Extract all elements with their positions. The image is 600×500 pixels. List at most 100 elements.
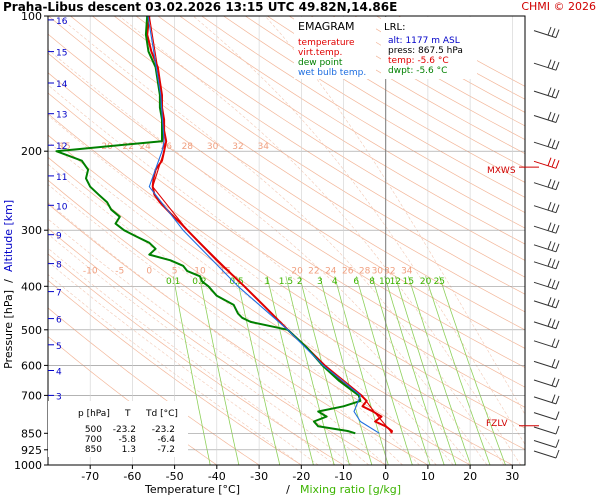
altitude-tick-label: 6 — [56, 316, 62, 326]
x-tick-label: -40 — [208, 470, 226, 483]
x-tick-label: -60 — [123, 470, 141, 483]
wind-barb-feather — [547, 201, 552, 211]
x-tick-label: 0 — [382, 470, 389, 483]
table-row-t: -23.2 — [113, 425, 136, 435]
wind-barb — [533, 425, 560, 435]
wind-barb — [533, 377, 560, 388]
table-row-td: -23.2 — [152, 425, 175, 435]
y-tick-label: 300 — [21, 224, 42, 237]
chart-title: Praha-Libus descent 03.02.2026 13:15 UTC… — [3, 0, 398, 14]
wind-barb — [533, 138, 560, 150]
table-row-p: 500 — [85, 425, 102, 435]
dry-adiabat-line — [135, 16, 525, 261]
x-tick-label: 30 — [505, 470, 519, 483]
wind-barb-feather — [547, 26, 552, 36]
theta-label: 5 — [172, 267, 178, 277]
wind-barb-staff — [533, 300, 557, 309]
mxws-label: MXWS — [487, 166, 516, 176]
mixing-ratio-label: 3 — [317, 277, 323, 287]
altitude-tick-label: 14 — [56, 80, 68, 90]
wind-barb-staff — [533, 426, 557, 435]
x-axis-title-sep: / — [286, 483, 290, 496]
theta-label: 28 — [182, 142, 194, 152]
y-axis-title-sep: / — [2, 279, 15, 283]
wind-barb-feather — [551, 139, 556, 149]
isobars — [48, 16, 525, 465]
altitude-tick-label: 4 — [56, 368, 62, 378]
y-tick-label: 925 — [21, 444, 42, 457]
theta-label: 22 — [122, 142, 133, 152]
theta-label: 20 — [291, 267, 303, 277]
wind-barb-staff — [533, 321, 557, 330]
wind-barb-feather — [555, 320, 560, 330]
wind-barb — [533, 338, 560, 349]
altitude-tick-label: 16 — [56, 17, 68, 27]
mixing-ratio-label: 0.2 — [192, 277, 206, 287]
wind-barb — [533, 111, 560, 123]
wind-barb-staff — [533, 141, 557, 150]
dry-adiabat-line — [201, 16, 525, 213]
wind-barb-staff — [533, 62, 557, 71]
lrl-box: LRL: alt: 1177 m ASL press: 867.5 hPa te… — [381, 17, 477, 79]
wind-barb-feather — [547, 111, 552, 121]
altitude-tick-label: 3 — [56, 392, 62, 402]
wind-barb-feather — [551, 319, 556, 328]
wind-barb-feather — [555, 378, 560, 388]
mixing-ratio-label: 0.1 — [166, 277, 180, 287]
lrl-altitude: alt: 1177 m ASL — [388, 36, 460, 46]
wind-barb-staff — [533, 360, 557, 369]
mixing-ratio-label: 6 — [353, 277, 359, 287]
wind-barb-feather — [551, 338, 556, 347]
legend-item-temperature: temperature — [298, 38, 355, 48]
axes: -70 -60 -50 -40 -30 -20 -10 0 10 20 30100200300400… — [14, 10, 526, 483]
dry-adiabat-line — [48, 52, 525, 368]
mixing-ratio-lines — [172, 276, 506, 465]
mixing-ratio-line — [334, 276, 389, 465]
x-tick-label: 20 — [463, 470, 477, 483]
x-tick-label: 10 — [421, 470, 435, 483]
wind-barb-staff — [533, 225, 557, 234]
wind-barb-staff — [533, 205, 557, 214]
wind-barb-staff — [533, 440, 557, 448]
x-tick-label: -50 — [166, 470, 184, 483]
altitude-tick-label: 10 — [56, 202, 68, 212]
wind-barb-feather — [551, 279, 556, 289]
altitude-tick-label: 5 — [56, 342, 62, 352]
x-axis-title: Temperature [°C] — [144, 483, 240, 496]
x-tick-label: -70 — [81, 470, 99, 483]
wind-barb-feather — [555, 62, 560, 71]
wind-barb-feather — [551, 298, 556, 307]
table-row-p: 850 — [85, 445, 102, 455]
theta-label: 26 — [342, 267, 354, 277]
table-row-t: -5.8 — [118, 435, 136, 445]
mixing-ratio-label: 0.5 — [229, 277, 243, 287]
mixing-ratio-label: 8 — [369, 277, 375, 287]
fzlv-label: FZLV — [486, 419, 508, 429]
wind-barb-feather — [555, 141, 560, 150]
theta-label: 32 — [384, 267, 395, 277]
wind-barb — [533, 178, 560, 191]
legend-title: EMAGRAM — [298, 20, 355, 33]
wind-barb — [533, 318, 560, 330]
theta-label: 15 — [59, 142, 70, 152]
theta-label: 10 — [194, 267, 206, 277]
wind-barb-feather — [555, 114, 560, 123]
mixing-ratio-label: 1.5 — [279, 277, 293, 287]
dry-adiabat-line — [48, 33, 525, 349]
wind-barb-staff — [533, 30, 557, 39]
dry-adiabat-line — [48, 92, 525, 408]
wind-barb-feather — [551, 203, 556, 212]
wind-barb-feather — [555, 299, 560, 309]
isotherms — [89, 16, 513, 465]
dry-adiabat-line — [48, 156, 513, 465]
theta-label: 15 — [220, 267, 231, 277]
wind-barb — [533, 358, 560, 369]
mixing-ratio-label: 2 — [297, 277, 303, 287]
y-tick-label: 1000 — [14, 459, 42, 472]
legend-item-wet-bulb: wet bulb temp. — [298, 68, 366, 78]
legend-item-virt-temp: virt.temp. — [298, 48, 342, 58]
wind-barb — [533, 258, 560, 270]
wind-barb-feather — [555, 439, 560, 448]
level-table: p [hPa] T Td [°C] 500 -23.2 -23.2 700 -5… — [48, 401, 188, 457]
